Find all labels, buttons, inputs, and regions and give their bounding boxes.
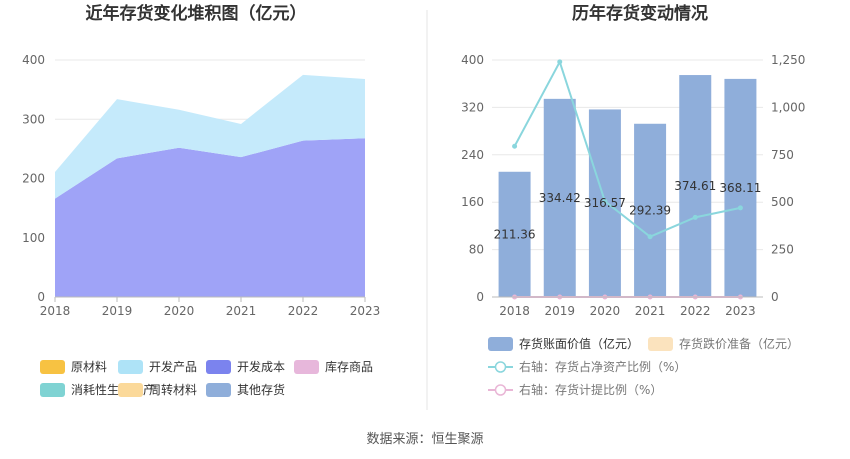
left-x-tick-label: 2022 <box>288 304 319 318</box>
left-legend-swatch <box>206 383 231 397</box>
bar-value-label: 292.39 <box>629 203 671 217</box>
left-legend-swatch <box>118 383 143 397</box>
right-y2-tick-label: 500 <box>771 195 794 209</box>
inventory-bar <box>634 123 667 297</box>
ratio-line-point <box>557 59 563 65</box>
right-y2-tick-label: 750 <box>771 148 794 162</box>
ratio-line-point <box>602 198 608 204</box>
right-x-tick-label: 2021 <box>635 304 666 318</box>
right-x-tick-label: 2022 <box>680 304 711 318</box>
right-y2-tick-label: 1,250 <box>771 53 805 67</box>
left-x-tick-label: 2020 <box>164 304 195 318</box>
left-legend-label: 周转材料 <box>149 382 197 397</box>
left-y-tick-label: 300 <box>22 112 45 126</box>
data-source-note: 数据来源：恒生聚源 <box>366 432 483 447</box>
legend-swatch-inventory <box>488 337 513 351</box>
bar-value-label: 374.61 <box>674 179 716 193</box>
left-legend-swatch <box>294 360 319 374</box>
right-y2-tick-label: 1,000 <box>771 100 805 114</box>
left-legend-label: 库存商品 <box>325 359 373 374</box>
left-legend-swatch <box>40 383 65 397</box>
legend-label-inventory: 存货账面价值（亿元） <box>519 336 639 351</box>
ratio-line-point <box>737 205 743 211</box>
left-x-tick-label: 2018 <box>40 304 71 318</box>
right-x-tick-label: 2020 <box>590 304 621 318</box>
ratio-line-point <box>512 143 518 149</box>
legend-marker-provision-ratio <box>494 384 507 396</box>
left-x-tick-label: 2019 <box>102 304 133 318</box>
right-bar-line-chart: 历年存货变动情况 0 80 160 240 320 400 0 250 500 750 1,000 1,… <box>461 3 805 397</box>
left-legend-label: 开发成本 <box>237 359 285 374</box>
left-legend-label: 其他存货 <box>237 382 285 397</box>
left-y-tick-label: 400 <box>22 53 45 67</box>
right-x-tick-label: 2023 <box>725 304 756 318</box>
legend-label-provision-ratio: 右轴：存货计提比例（%） <box>519 382 662 397</box>
left-area-dev-cost <box>55 138 365 297</box>
left-stacked-area-chart: 近年存货变化堆积图（亿元） 0 100 200 300 400 2018 2019 2020 20… <box>22 3 380 397</box>
right-x-tick-label: 2019 <box>544 304 575 318</box>
legend-label-provision: 存货跌价准备（亿元） <box>679 336 799 351</box>
ratio-line <box>513 59 741 238</box>
right-x-tick-label: 2018 <box>499 304 530 318</box>
right-y-tick-label: 0 <box>476 290 484 304</box>
right-y-tick-label: 160 <box>461 195 484 209</box>
right-y-tick-label: 240 <box>461 148 484 162</box>
right-y2-tick-label: 0 <box>771 290 779 304</box>
left-area-dev-product <box>55 74 365 199</box>
left-x-tick-label: 2023 <box>350 304 381 318</box>
right-y-tick-label: 80 <box>469 243 484 257</box>
legend-marker-ratio <box>494 361 507 373</box>
inventory-bar <box>498 171 531 297</box>
left-legend-label: 开发产品 <box>149 359 197 374</box>
legend-swatch-provision <box>648 337 673 351</box>
inventory-bar <box>543 98 576 298</box>
bar-value-label: 316.57 <box>584 196 626 210</box>
right-y-tick-label: 320 <box>461 100 484 114</box>
right-chart-title: 历年存货变动情况 <box>572 3 708 24</box>
left-chart-title: 近年存货变化堆积图（亿元） <box>86 3 307 24</box>
inventory-bar <box>679 75 712 297</box>
ratio-line-point <box>692 214 698 220</box>
bar-value-label: 211.36 <box>494 227 536 241</box>
left-legend-swatch <box>206 360 231 374</box>
right-y-tick-label: 400 <box>461 53 484 67</box>
left-x-tick-label: 2021 <box>226 304 257 318</box>
left-legend-swatch <box>40 360 65 374</box>
right-y2-tick-label: 250 <box>771 243 794 257</box>
ratio-line-point <box>647 234 653 240</box>
left-legend-swatch <box>118 360 143 374</box>
left-y-tick-label: 200 <box>22 172 45 186</box>
left-y-tick-label: 0 <box>37 290 45 304</box>
left-y-tick-label: 100 <box>22 231 45 245</box>
bar-value-label: 368.11 <box>719 181 761 195</box>
left-legend-label: 原材料 <box>71 360 107 374</box>
inventory-bar <box>724 78 757 297</box>
legend-label-ratio: 右轴：存货占净资产比例（%） <box>519 359 686 374</box>
bar-value-label: 334.42 <box>539 191 581 205</box>
